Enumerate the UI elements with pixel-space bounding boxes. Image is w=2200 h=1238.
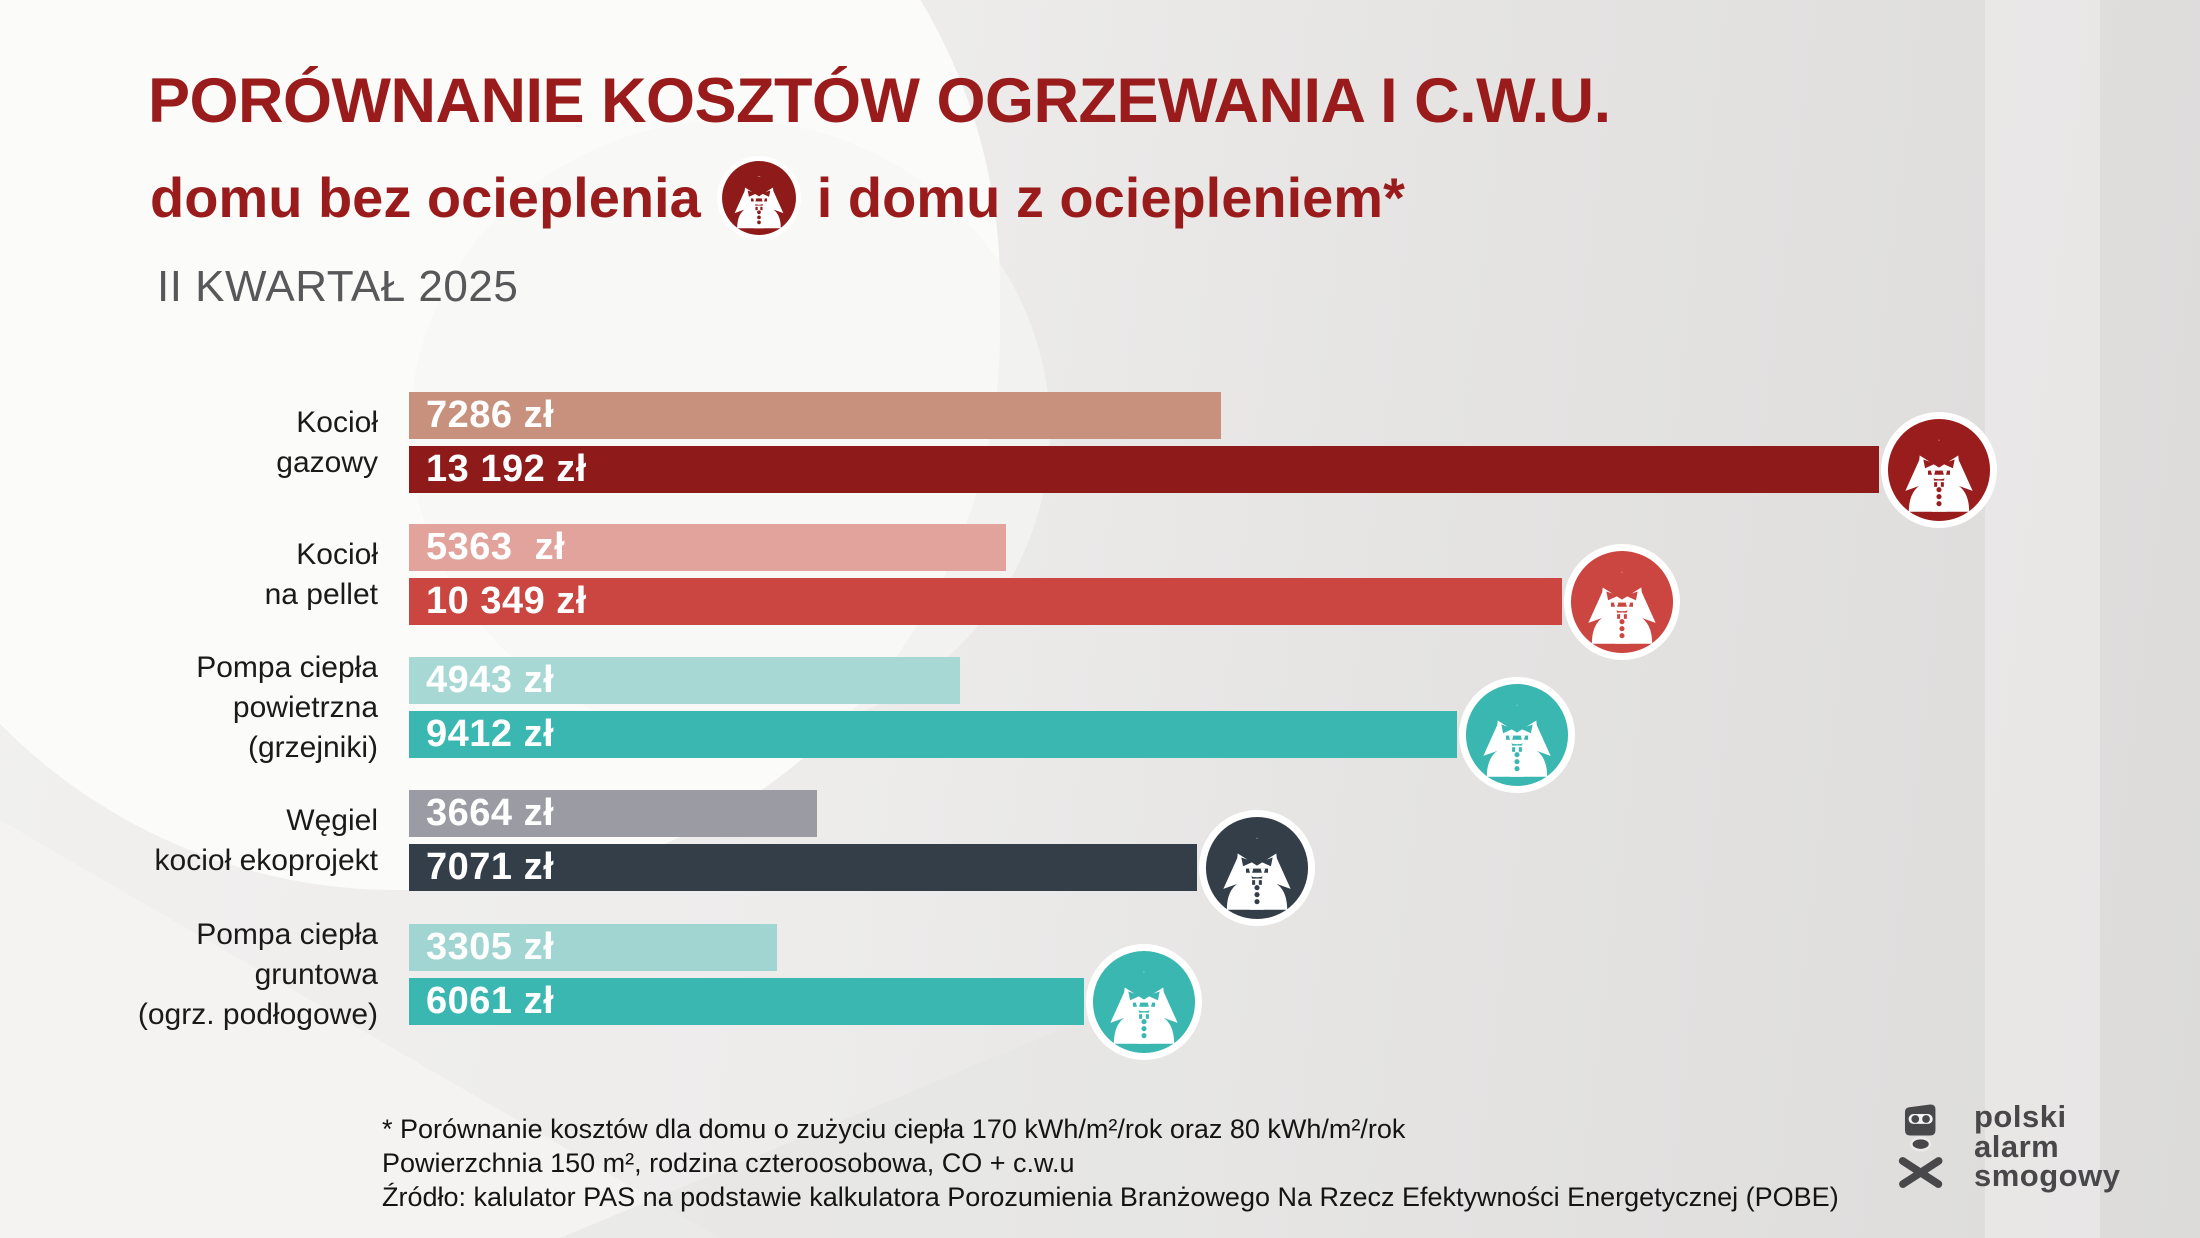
bar-value: 10 349 zł — [426, 580, 587, 622]
page-title: PORÓWNANIE KOSZTÓW OGRZEWANIA I C.W.U. — [148, 66, 1611, 136]
bar-value: 3664 zł — [426, 792, 555, 834]
row-label-line: na pellet — [264, 577, 378, 611]
smog-alarm-skull-icon — [1896, 1102, 1948, 1196]
vampire-icon — [1086, 944, 1202, 1060]
bar-dark: 6061 zł — [409, 978, 1084, 1025]
bar-value: 9412 zł — [426, 713, 555, 755]
vampire-icon — [1459, 677, 1575, 793]
row-label-line: Pompa ciepła — [196, 917, 378, 951]
bar-light: 5363 zł — [409, 524, 1006, 571]
subtitle-text-after: i domu z ociepleniem* — [816, 166, 1405, 229]
row-label-line: kocioł ekoprojekt — [154, 843, 378, 877]
bar-value: 13 192 zł — [426, 448, 587, 490]
period-label: II KWARTAŁ 2025 — [157, 262, 519, 311]
bar-value: 7071 zł — [426, 846, 555, 888]
subtitle: domu bez ocieplenia i domu z oci — [150, 154, 1405, 242]
row-label-line: Kocioł — [296, 405, 378, 439]
background-shape — [1985, 0, 2100, 1238]
vampire-icon — [1199, 810, 1315, 926]
vampire-icon — [1881, 412, 1997, 528]
footnote-line: Źródło: kalulator PAS na podstawie kalku… — [382, 1182, 1839, 1212]
row-label: Kocioł gazowy — [40, 384, 378, 501]
row-label-line: Węgiel — [286, 803, 378, 837]
logo-text-line: smogowy — [1974, 1158, 2121, 1193]
row-label-line: (ogrz. podłogowe) — [137, 997, 378, 1031]
footnote-line: * Porównanie kosztów dla domu o zużyciu … — [382, 1114, 1406, 1144]
vampire-icon — [1564, 544, 1680, 660]
bar-light: 7286 zł — [409, 392, 1221, 439]
footnote: * Porównanie kosztów dla domu o zużyciu … — [382, 1112, 1839, 1214]
bar-light: 3664 zł — [409, 790, 817, 837]
bar-dark: 10 349 zł — [409, 578, 1562, 625]
logo: polski alarm smogowy — [1896, 1099, 2121, 1196]
logo-text-line: alarm — [1974, 1128, 2060, 1164]
bar-dark: 13 192 zł — [409, 446, 1879, 493]
bar-light: 3305 zł — [409, 924, 777, 971]
row-label-line: gruntowa — [254, 957, 378, 991]
row-label: Kocioł na pellet — [40, 516, 378, 633]
row-label-line: (grzejniki) — [247, 730, 378, 764]
subtitle-text-before: domu bez ocieplenia — [150, 166, 701, 229]
bar-light: 4943 zł — [409, 657, 960, 704]
row-label: Pompa ciepła gruntowa (ogrz. podłogowe) — [40, 916, 378, 1033]
bar-value: 6061 zł — [426, 980, 555, 1022]
row-label-line: powietrzna — [232, 690, 378, 724]
bar-value: 4943 zł — [426, 659, 555, 701]
logo-text-line: polski — [1974, 1099, 2067, 1134]
row-label-line: Pompa ciepła — [196, 650, 378, 684]
bar-dark: 7071 zł — [409, 844, 1197, 891]
bar-value: 7286 zł — [426, 394, 555, 436]
logo-text: polski alarm smogowy — [1974, 1099, 2121, 1196]
footnote-line: Powierzchnia 150 m², rodzina czteroosobo… — [382, 1148, 1075, 1178]
vampire-icon — [716, 156, 801, 240]
row-label-line: Kocioł — [296, 537, 378, 571]
bar-value: 3305 zł — [426, 926, 555, 968]
bar-value: 5363 zł — [426, 526, 566, 568]
row-label: Pompa ciepła powietrzna (grzejniki) — [40, 649, 378, 766]
row-label-line: gazowy — [276, 445, 378, 479]
row-label: Węgiel kocioł ekoprojekt — [40, 782, 378, 899]
bar-dark: 9412 zł — [409, 711, 1457, 758]
